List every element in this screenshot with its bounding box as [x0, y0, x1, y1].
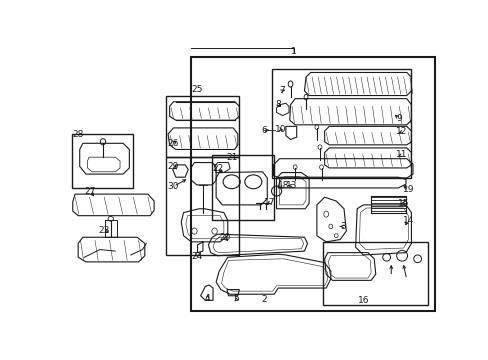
Text: 13: 13	[285, 181, 296, 190]
Text: 5: 5	[233, 294, 239, 303]
Text: 11: 11	[396, 150, 407, 159]
Bar	[271, 69, 410, 178]
Text: 15: 15	[397, 199, 408, 208]
Text: 22: 22	[212, 164, 223, 173]
Text: 20: 20	[219, 233, 230, 242]
Text: 17: 17	[264, 198, 275, 207]
Bar	[191, 57, 434, 311]
Bar	[165, 95, 239, 157]
Text: 8: 8	[275, 99, 281, 108]
Text: 24: 24	[191, 252, 202, 261]
Text: 7: 7	[279, 86, 285, 95]
Text: 10: 10	[274, 125, 285, 134]
Text: 26: 26	[167, 139, 179, 148]
Text: 29: 29	[167, 162, 179, 171]
Text: 30: 30	[167, 182, 179, 191]
Text: 1: 1	[290, 47, 296, 56]
Bar	[212, 155, 274, 220]
Text: 18: 18	[277, 181, 289, 190]
Text: 14: 14	[402, 216, 413, 225]
Text: 9: 9	[395, 114, 401, 123]
Text: 23: 23	[99, 226, 110, 235]
Text: 21: 21	[225, 153, 237, 162]
Bar	[323, 242, 427, 305]
Text: 28: 28	[72, 130, 83, 139]
Bar	[72, 134, 133, 188]
Text: 6: 6	[261, 126, 266, 135]
Text: 27: 27	[84, 186, 95, 195]
Text: 3: 3	[340, 222, 346, 231]
Text: 12: 12	[396, 127, 407, 136]
Text: 4: 4	[204, 294, 210, 303]
Text: 25: 25	[191, 85, 202, 94]
Text: 19: 19	[403, 185, 414, 194]
Text: 16: 16	[357, 296, 368, 305]
Text: 2: 2	[261, 295, 266, 304]
Bar	[165, 157, 239, 255]
